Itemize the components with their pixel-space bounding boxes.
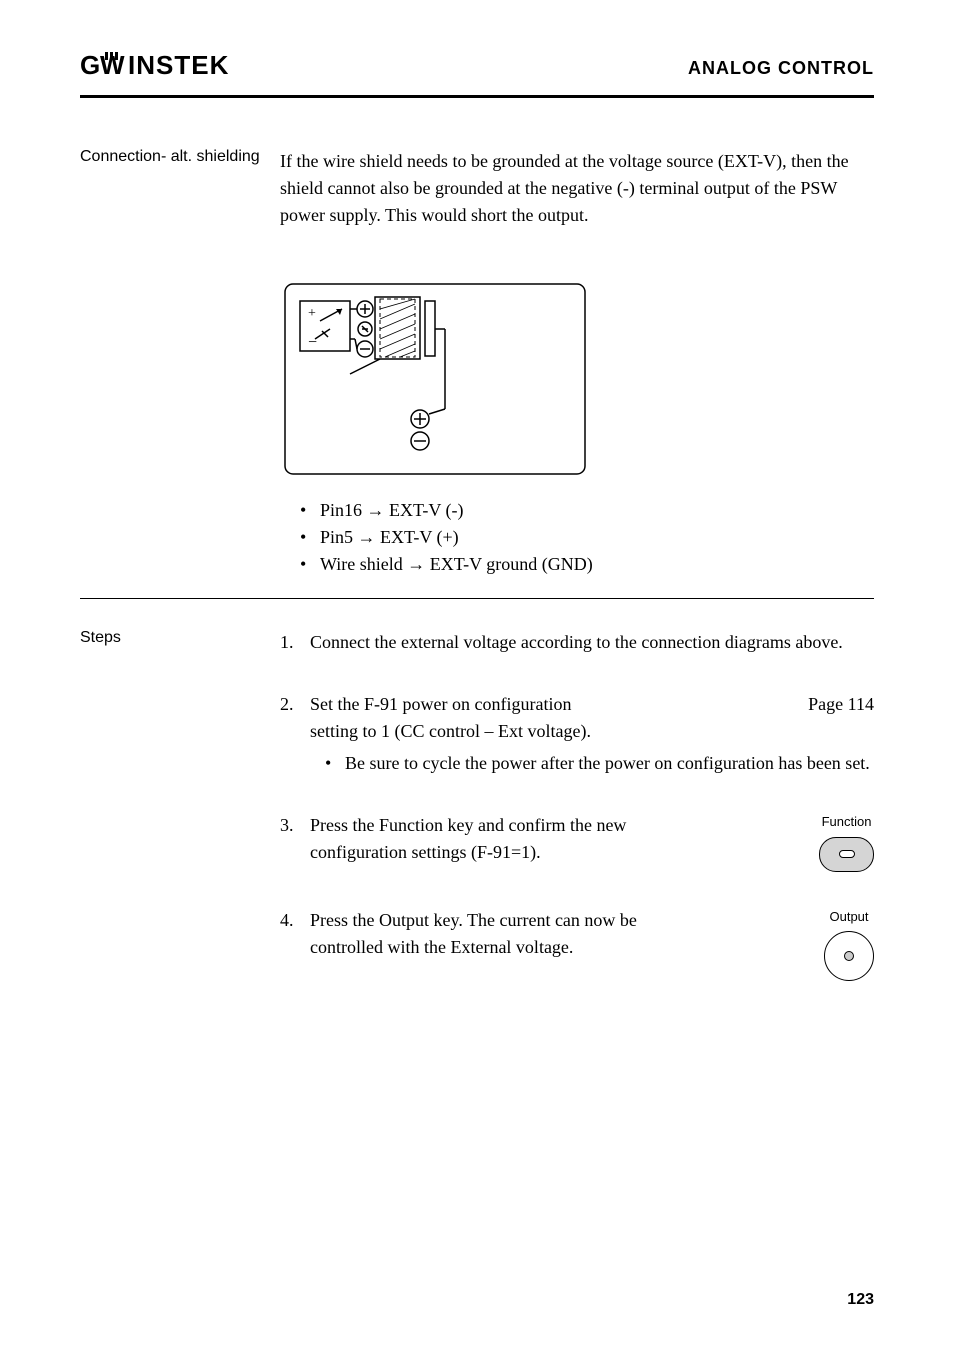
section-divider [80, 598, 874, 599]
function-button-label: Function [819, 812, 874, 832]
steps-label: Steps [80, 629, 280, 1016]
step-2-sublist: Be sure to cycle the power after the pow… [325, 750, 874, 777]
steps-list: Connect the external voltage according t… [280, 629, 874, 981]
svg-text:+: + [308, 306, 316, 321]
connection-label: Connection- alt. shielding [80, 148, 280, 229]
function-button-icon [819, 837, 874, 872]
diagram-section: + − [80, 249, 874, 578]
shield-item: Wire shield → EXT-V ground (GND) [300, 551, 874, 578]
brand-logo: G W INSTEK [80, 50, 240, 87]
step-3: Press the Function key and confirm the n… [280, 812, 874, 872]
output-button-label: Output [824, 907, 874, 927]
svg-text:G: G [80, 50, 100, 80]
step-1-text: Connect the external voltage according t… [310, 629, 874, 656]
svg-text:−: − [308, 334, 317, 351]
pin5-item: Pin5 → EXT-V (+) [300, 524, 874, 551]
function-button-area: Function [819, 812, 874, 872]
steps-section: Steps Connect the external voltage accor… [80, 629, 874, 1016]
step-4-text: Press the Output key. The current can no… [310, 907, 650, 961]
page-header: G W INSTEK ANALOG CONTROL [80, 50, 874, 98]
connection-text: If the wire shield needs to be grounded … [280, 148, 874, 229]
pin-list: Pin16 → EXT-V (-) Pin5 → EXT-V (+) Wire … [300, 497, 874, 578]
step-2: Set the F-91 power on configuration sett… [280, 691, 874, 777]
output-button-area: Output [824, 907, 874, 982]
step-3-text: Press the Function key and confirm the n… [310, 812, 650, 866]
svg-text:INSTEK: INSTEK [128, 50, 229, 80]
connection-section: Connection- alt. shielding If the wire s… [80, 148, 874, 229]
step-2-ref: Page 114 [808, 691, 874, 718]
connection-diagram: + − [280, 279, 874, 487]
section-title: ANALOG CONTROL [688, 58, 874, 79]
step-4: Press the Output key. The current can no… [280, 907, 874, 982]
pin16-item: Pin16 → EXT-V (-) [300, 497, 874, 524]
output-button-icon [824, 931, 874, 981]
step-2-sub-item: Be sure to cycle the power after the pow… [325, 750, 874, 777]
step-2-text: Set the F-91 power on configuration sett… [310, 691, 620, 745]
step-1: Connect the external voltage according t… [280, 629, 874, 656]
page-number: 123 [847, 1291, 874, 1309]
